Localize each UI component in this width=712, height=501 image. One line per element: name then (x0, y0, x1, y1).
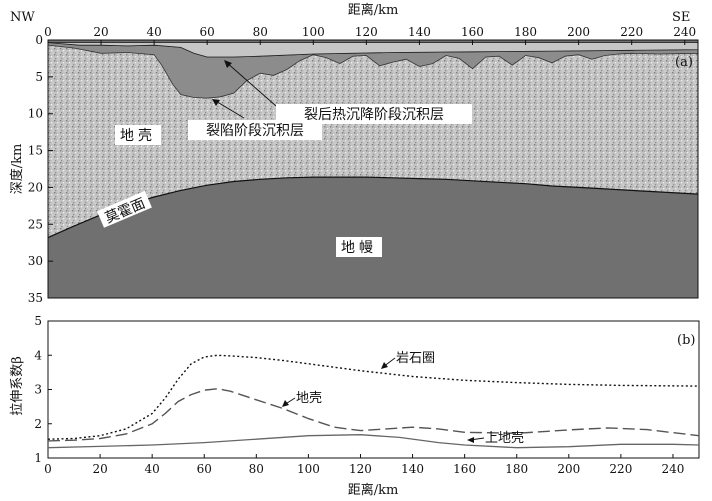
panel-b-y-axis-label: 拉伸系数β (10, 356, 25, 416)
post-rift-label: 裂后热沉降阶段沉积层 (304, 107, 444, 123)
panel-a-x-tick-label: 40 (146, 25, 161, 39)
series-label-upper-crust: 上地壳 (485, 431, 524, 446)
panel-b-x-tick-label: 60 (197, 462, 212, 476)
panel-b-x-tick-label: 100 (297, 462, 320, 476)
panel-b-x-tick-label: 120 (349, 462, 372, 476)
mantle-label-box (336, 237, 382, 257)
arrow-syn-rift (213, 99, 245, 119)
panel-b-x-tick-label: 220 (609, 462, 632, 476)
panel-b-series (47, 354, 700, 449)
panel-b-x-tick-label: 160 (453, 462, 476, 476)
syn-rift-label-box (188, 120, 322, 140)
panel-a-y-tick-label: 0 (35, 33, 43, 47)
panel-b-x-tick-label: 140 (401, 462, 424, 476)
panel-b-stretching-factor: 0 20 40 60 80 100 120 140 160 180 200 220 240 12345 … (10, 314, 700, 498)
arrow-post-rift (225, 61, 277, 107)
arrowhead-post-rift (224, 60, 232, 68)
panel-b-x-ticks: 0 20 40 60 80 100 120 140 160 180 200 220 240 (44, 454, 684, 476)
panel-a-label: (a) (675, 55, 693, 70)
arrowhead-upper-crust (467, 437, 474, 443)
panel-b-y-tick-label: 5 (34, 314, 42, 328)
panel-a-y-tick-label: 25 (28, 217, 43, 231)
panel-a-top-axis-label: 距离/km (348, 2, 399, 18)
panel-b-y-tick-label: 1 (34, 451, 42, 465)
panel-a-x-tick-label: 120 (355, 25, 378, 39)
panel-b-y-tick-label: 4 (34, 348, 42, 362)
panel-a-x-tick-label: 180 (514, 25, 537, 39)
panel-b-x-tick-label: 20 (92, 462, 107, 476)
arrowhead-syn-rift (212, 99, 220, 106)
direction-nw: NW (10, 10, 35, 25)
crust-label: 地壳 (120, 127, 156, 144)
panel-a-x-tick-label: 140 (408, 25, 431, 39)
panel-a-y-axis-label: 深度/km (9, 144, 25, 195)
series-label-lithosphere: 岩石圈 (396, 351, 435, 366)
panel-a-x-tick-label: 100 (302, 25, 325, 39)
panel-b-x-tick-label: 80 (249, 462, 264, 476)
panel-b-frame (47, 320, 700, 459)
arrowhead-lithosphere (381, 362, 388, 369)
panel-b-y-ticks: 1 2 3 4 5 (34, 314, 52, 465)
panel-a-y-tick-label: 15 (28, 144, 43, 158)
panel-a-y-tick-label: 35 (28, 291, 43, 305)
panel-a-y-tick-label: 20 (28, 180, 43, 194)
panel-b-x-tick-label: 200 (557, 462, 580, 476)
crust-label-box (115, 125, 161, 145)
syn-rift-label: 裂陷阶段沉积层 (206, 123, 304, 139)
direction-se: SE (672, 10, 690, 25)
panel-a-cross-section: 0 20 40 60 80 100 120 140 160 180 200 220 240 0 5 10 15… (9, 2, 699, 305)
panel-a-y-tick-label: 10 (28, 107, 43, 121)
panel-b-y-tick-label: 3 (34, 383, 42, 397)
arrowhead-crust (282, 400, 289, 407)
panel-b-x-tick-label: 0 (44, 462, 52, 476)
panel-b-series-crust (47, 388, 700, 442)
panel-a-x-tick-label: 80 (253, 25, 268, 39)
panel-a-x-tick-label: 200 (567, 25, 590, 39)
panel-a-frame (47, 39, 699, 299)
panel-b-label: (b) (677, 333, 695, 348)
moho-label-box (96, 190, 152, 228)
panel-a-y-tick-label: 30 (28, 254, 43, 268)
panel-a-x-tick-label: 240 (673, 25, 696, 39)
panel-b-y-tick-label: 2 (34, 417, 42, 431)
panel-b-x-tick-label: 40 (145, 462, 160, 476)
panel-a-y-tick-label: 5 (35, 70, 43, 84)
panel-a-x-tick-label: 0 (44, 25, 52, 39)
panel-a-x-ticks: 0 20 40 60 80 100 120 140 160 180 200 220 240 (44, 25, 696, 45)
panel-a-x-tick-label: 220 (620, 25, 643, 39)
panel-a-x-tick-label: 60 (200, 25, 215, 39)
panel-a-moho-line (47, 176, 699, 239)
panel-b-x-axis-label: 距离/km (348, 482, 399, 498)
panel-a-x-tick-label: 160 (461, 25, 484, 39)
series-label-crust: 地壳 (296, 391, 322, 406)
mantle-label: 地幔 (341, 240, 377, 256)
panel-a-crust (48, 45, 698, 238)
panel-a-y-ticks: 0 5 10 15 20 25 30 35 (28, 33, 53, 305)
panel-b-x-tick-label: 240 (662, 462, 685, 476)
post-rift-label-box (276, 104, 472, 124)
panel-b-series-upper-crust (47, 434, 700, 449)
panel-b-x-tick-label: 180 (505, 462, 528, 476)
panel-a-x-tick-label: 20 (93, 25, 108, 39)
